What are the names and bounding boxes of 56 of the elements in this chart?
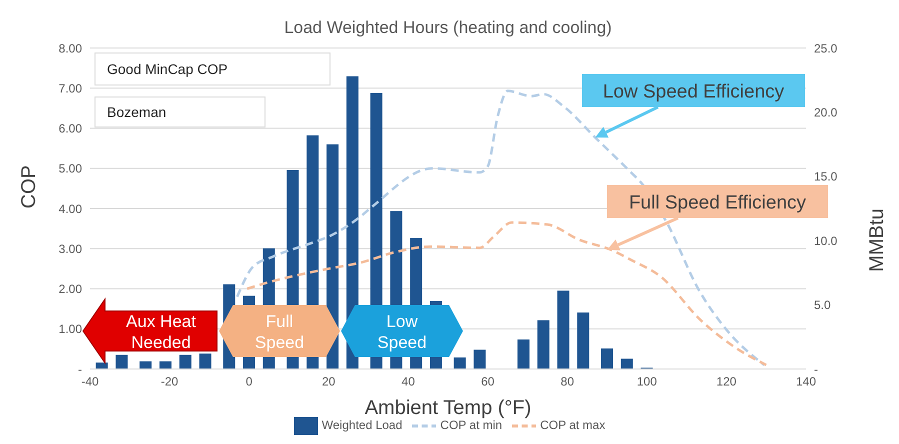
bar [140, 361, 152, 369]
annotation: Low Speed Efficiency [602, 82, 785, 102]
legend-label: COP at min [440, 418, 502, 432]
bar [116, 354, 128, 369]
y2-tick-label: 25.0 [814, 41, 838, 56]
bar [537, 320, 550, 369]
x-tick-label: 0 [246, 374, 253, 389]
bar [159, 361, 172, 369]
bar [454, 357, 466, 369]
y2-tick-label: 20.0 [814, 105, 838, 120]
x-tick-label: 20 [322, 374, 336, 389]
text-box: Bozeman [94, 96, 266, 128]
y-tick-label: 5.00 [58, 162, 82, 176]
bar [517, 339, 530, 369]
y-tick-label: 1.00 [58, 322, 82, 336]
annotation: Bozeman [107, 104, 166, 120]
y-tick-label: 7.00 [58, 81, 82, 96]
bar [474, 350, 486, 369]
annotation: Full Speed [254, 312, 304, 352]
bar [601, 348, 614, 369]
y2-tick-label: - [814, 362, 818, 376]
line-series [246, 221, 768, 366]
bar [577, 312, 590, 369]
y2-tick-label: 10.0 [814, 234, 838, 248]
x-tick-label: 120 [716, 374, 737, 389]
legend-label: Weighted Load [322, 418, 402, 432]
x-axis-title: Ambient Temp (°F) [364, 397, 532, 419]
y-tick-label: 4.00 [58, 202, 82, 216]
bar [199, 354, 212, 369]
x-tick-label: 40 [402, 374, 416, 389]
y-tick-label: - [78, 362, 82, 376]
annotation: Full Speed Efficiency [628, 192, 807, 214]
y2-axis-title: MMBtu [866, 208, 888, 272]
y2-tick-label: 5.0 [814, 298, 832, 312]
annotation: Aux Heat Needed [126, 312, 196, 352]
y-tick-label: 8.00 [58, 41, 82, 56]
legend-label: COP at max [540, 418, 606, 432]
bar [179, 354, 192, 369]
annotation: Good MinCap COP [107, 61, 228, 77]
x-tick-label: -40 [81, 374, 99, 389]
y2-tick-label: 15.0 [814, 170, 838, 184]
x-tick-label: 60 [481, 374, 495, 389]
chart-title: Load Weighted Hours (heating and cooling) [284, 18, 612, 37]
x-tick-label: 80 [560, 374, 574, 389]
x-tick-label: -20 [160, 374, 179, 389]
y-tick-label: 3.00 [58, 242, 82, 256]
y-tick-label: 6.00 [58, 122, 82, 136]
text-box: Good MinCap COP [94, 52, 330, 86]
y-axis-title: COP [18, 165, 40, 208]
bar [620, 358, 633, 369]
bar [96, 362, 108, 369]
annotation: Low Speed [377, 312, 427, 352]
x-tick-label: 100 [636, 374, 658, 389]
x-tick-label: 140 [796, 374, 816, 389]
bar [557, 290, 570, 369]
y-tick-label: 2.00 [58, 282, 82, 296]
